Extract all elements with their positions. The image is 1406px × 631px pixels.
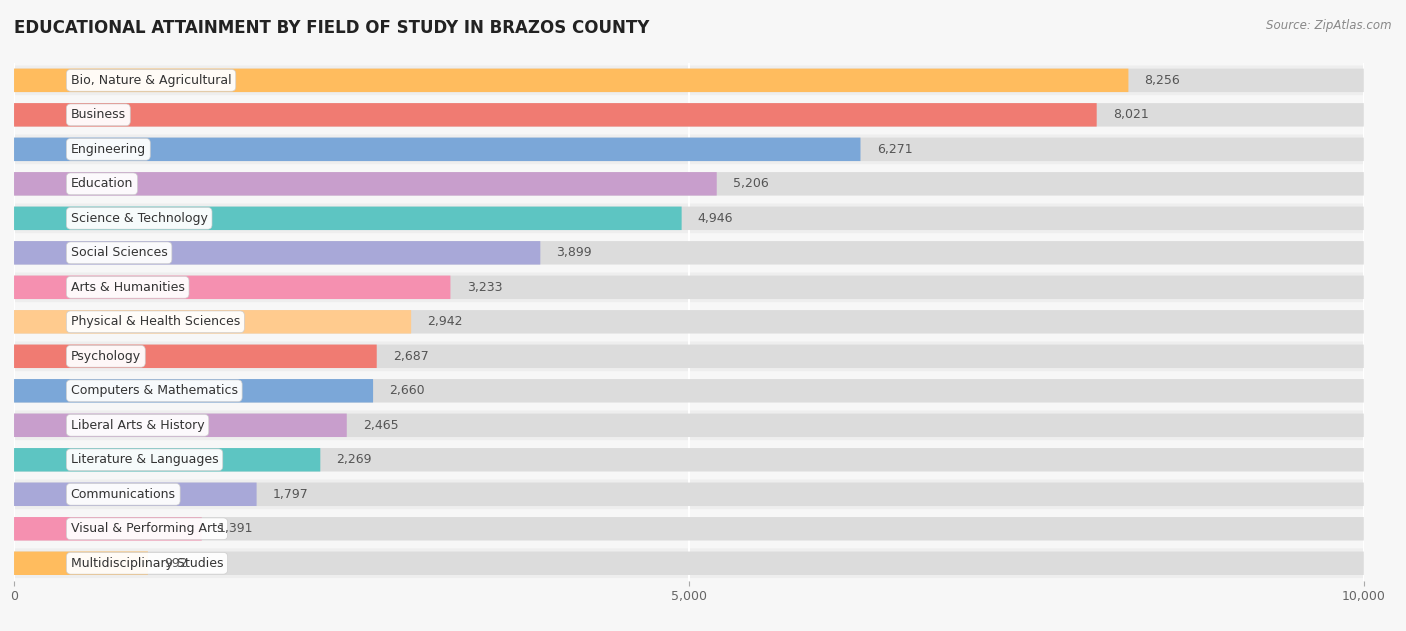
FancyBboxPatch shape — [14, 138, 1364, 161]
Text: Literature & Languages: Literature & Languages — [70, 453, 218, 466]
Text: 8,256: 8,256 — [1144, 74, 1181, 87]
FancyBboxPatch shape — [14, 203, 1364, 233]
Text: 2,269: 2,269 — [336, 453, 373, 466]
Text: 2,660: 2,660 — [389, 384, 425, 398]
FancyBboxPatch shape — [14, 103, 1097, 127]
Text: Arts & Humanities: Arts & Humanities — [70, 281, 184, 294]
Text: Education: Education — [70, 177, 134, 191]
FancyBboxPatch shape — [14, 551, 148, 575]
FancyBboxPatch shape — [14, 483, 1364, 506]
FancyBboxPatch shape — [14, 413, 1364, 437]
Text: Science & Technology: Science & Technology — [70, 212, 208, 225]
Text: 8,021: 8,021 — [1114, 109, 1149, 121]
FancyBboxPatch shape — [14, 307, 1364, 337]
FancyBboxPatch shape — [14, 241, 540, 264]
Text: Visual & Performing Arts: Visual & Performing Arts — [70, 522, 224, 535]
FancyBboxPatch shape — [14, 480, 1364, 509]
FancyBboxPatch shape — [14, 376, 1364, 406]
FancyBboxPatch shape — [14, 169, 1364, 199]
FancyBboxPatch shape — [14, 206, 682, 230]
Text: 1,797: 1,797 — [273, 488, 308, 501]
FancyBboxPatch shape — [14, 413, 347, 437]
Text: 2,942: 2,942 — [427, 316, 463, 328]
FancyBboxPatch shape — [14, 341, 1364, 371]
FancyBboxPatch shape — [14, 172, 717, 196]
Text: Communications: Communications — [70, 488, 176, 501]
FancyBboxPatch shape — [14, 238, 1364, 268]
FancyBboxPatch shape — [14, 69, 1129, 92]
FancyBboxPatch shape — [14, 448, 1364, 471]
FancyBboxPatch shape — [14, 345, 1364, 368]
FancyBboxPatch shape — [14, 273, 1364, 302]
Text: Social Sciences: Social Sciences — [70, 246, 167, 259]
Text: Business: Business — [70, 109, 127, 121]
FancyBboxPatch shape — [14, 483, 257, 506]
FancyBboxPatch shape — [14, 410, 1364, 440]
Text: 1,391: 1,391 — [218, 522, 253, 535]
Text: Computers & Mathematics: Computers & Mathematics — [70, 384, 238, 398]
Text: Bio, Nature & Agricultural: Bio, Nature & Agricultural — [70, 74, 232, 87]
FancyBboxPatch shape — [14, 103, 1364, 127]
FancyBboxPatch shape — [14, 448, 321, 471]
Text: Engineering: Engineering — [70, 143, 146, 156]
FancyBboxPatch shape — [14, 551, 1364, 575]
Text: Multidisciplinary Studies: Multidisciplinary Studies — [70, 557, 224, 570]
Text: 4,946: 4,946 — [697, 212, 734, 225]
Text: Physical & Health Sciences: Physical & Health Sciences — [70, 316, 240, 328]
FancyBboxPatch shape — [14, 172, 1364, 196]
Text: EDUCATIONAL ATTAINMENT BY FIELD OF STUDY IN BRAZOS COUNTY: EDUCATIONAL ATTAINMENT BY FIELD OF STUDY… — [14, 19, 650, 37]
FancyBboxPatch shape — [14, 517, 202, 541]
FancyBboxPatch shape — [14, 310, 1364, 334]
FancyBboxPatch shape — [14, 276, 1364, 299]
Text: Source: ZipAtlas.com: Source: ZipAtlas.com — [1267, 19, 1392, 32]
Text: Liberal Arts & History: Liberal Arts & History — [70, 419, 204, 432]
Text: 3,899: 3,899 — [557, 246, 592, 259]
Text: 5,206: 5,206 — [733, 177, 769, 191]
FancyBboxPatch shape — [14, 379, 373, 403]
FancyBboxPatch shape — [14, 514, 1364, 544]
FancyBboxPatch shape — [14, 66, 1364, 95]
Text: Psychology: Psychology — [70, 350, 141, 363]
FancyBboxPatch shape — [14, 548, 1364, 578]
FancyBboxPatch shape — [14, 241, 1364, 264]
FancyBboxPatch shape — [14, 379, 1364, 403]
FancyBboxPatch shape — [14, 445, 1364, 475]
FancyBboxPatch shape — [14, 345, 377, 368]
Text: 2,687: 2,687 — [392, 350, 429, 363]
FancyBboxPatch shape — [14, 69, 1364, 92]
FancyBboxPatch shape — [14, 134, 1364, 164]
Text: 6,271: 6,271 — [877, 143, 912, 156]
Text: 2,465: 2,465 — [363, 419, 398, 432]
FancyBboxPatch shape — [14, 100, 1364, 130]
FancyBboxPatch shape — [14, 276, 450, 299]
Text: 992: 992 — [165, 557, 188, 570]
FancyBboxPatch shape — [14, 310, 411, 334]
FancyBboxPatch shape — [14, 206, 1364, 230]
FancyBboxPatch shape — [14, 517, 1364, 541]
Text: 3,233: 3,233 — [467, 281, 502, 294]
FancyBboxPatch shape — [14, 138, 860, 161]
